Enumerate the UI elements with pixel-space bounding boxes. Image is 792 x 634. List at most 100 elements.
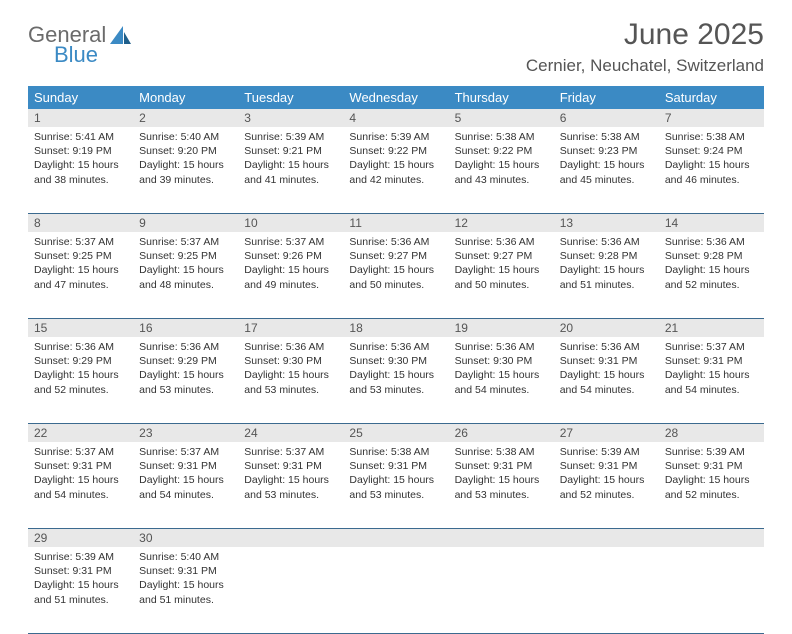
sunset-line: Sunset: 9:25 PM xyxy=(139,249,232,263)
calendar-day: Sunrise: 5:36 AMSunset: 9:27 PMDaylight:… xyxy=(449,232,554,318)
sunrise-line: Sunrise: 5:37 AM xyxy=(139,235,232,249)
sunrise-line: Sunrise: 5:37 AM xyxy=(665,340,758,354)
sunset-line: Sunset: 9:20 PM xyxy=(139,144,232,158)
calendar-day: Sunrise: 5:41 AMSunset: 9:19 PMDaylight:… xyxy=(28,127,133,213)
day-number: 10 xyxy=(238,214,343,232)
sunset-line: Sunset: 9:31 PM xyxy=(244,459,337,473)
daylight-line: Daylight: 15 hours and 45 minutes. xyxy=(560,158,653,186)
sunrise-line: Sunrise: 5:36 AM xyxy=(665,235,758,249)
brand-logo: General Blue xyxy=(28,18,132,66)
daylight-line: Daylight: 15 hours and 54 minutes. xyxy=(139,473,232,501)
sunset-line: Sunset: 9:31 PM xyxy=(665,459,758,473)
sunset-line: Sunset: 9:19 PM xyxy=(34,144,127,158)
day-number: 13 xyxy=(554,214,659,232)
sunrise-line: Sunrise: 5:38 AM xyxy=(455,445,548,459)
day-number: 4 xyxy=(343,109,448,127)
sunset-line: Sunset: 9:31 PM xyxy=(665,354,758,368)
sunset-line: Sunset: 9:22 PM xyxy=(349,144,442,158)
calendar-day: Sunrise: 5:36 AMSunset: 9:31 PMDaylight:… xyxy=(554,337,659,423)
sunrise-line: Sunrise: 5:38 AM xyxy=(665,130,758,144)
sunrise-line: Sunrise: 5:36 AM xyxy=(244,340,337,354)
day-number: 5 xyxy=(449,109,554,127)
calendar-day: Sunrise: 5:37 AMSunset: 9:31 PMDaylight:… xyxy=(133,442,238,528)
calendar-day: Sunrise: 5:39 AMSunset: 9:31 PMDaylight:… xyxy=(554,442,659,528)
calendar-week: Sunrise: 5:37 AMSunset: 9:25 PMDaylight:… xyxy=(28,232,764,319)
day-number: 27 xyxy=(554,424,659,442)
weekday-header: Monday xyxy=(133,86,238,109)
sunrise-line: Sunrise: 5:38 AM xyxy=(560,130,653,144)
day-number: 23 xyxy=(133,424,238,442)
header: General Blue June 2025 Cernier, Neuchate… xyxy=(28,18,764,76)
sunset-line: Sunset: 9:30 PM xyxy=(349,354,442,368)
day-number: 19 xyxy=(449,319,554,337)
day-number: 1 xyxy=(28,109,133,127)
sunrise-line: Sunrise: 5:37 AM xyxy=(244,235,337,249)
sunrise-line: Sunrise: 5:36 AM xyxy=(349,340,442,354)
calendar-day: Sunrise: 5:37 AMSunset: 9:31 PMDaylight:… xyxy=(28,442,133,528)
weekday-header-row: SundayMondayTuesdayWednesdayThursdayFrid… xyxy=(28,86,764,109)
calendar-week: Sunrise: 5:39 AMSunset: 9:31 PMDaylight:… xyxy=(28,547,764,634)
sunset-line: Sunset: 9:31 PM xyxy=(139,564,232,578)
sunset-line: Sunset: 9:31 PM xyxy=(560,354,653,368)
day-number xyxy=(449,529,554,547)
daylight-line: Daylight: 15 hours and 41 minutes. xyxy=(244,158,337,186)
sunrise-line: Sunrise: 5:36 AM xyxy=(34,340,127,354)
day-number xyxy=(659,529,764,547)
sunset-line: Sunset: 9:23 PM xyxy=(560,144,653,158)
daylight-line: Daylight: 15 hours and 47 minutes. xyxy=(34,263,127,291)
sunrise-line: Sunrise: 5:36 AM xyxy=(349,235,442,249)
daylight-line: Daylight: 15 hours and 54 minutes. xyxy=(455,368,548,396)
sunset-line: Sunset: 9:31 PM xyxy=(139,459,232,473)
calendar-day: Sunrise: 5:37 AMSunset: 9:25 PMDaylight:… xyxy=(28,232,133,318)
calendar-day xyxy=(554,547,659,633)
day-number: 26 xyxy=(449,424,554,442)
sunrise-line: Sunrise: 5:37 AM xyxy=(244,445,337,459)
daylight-line: Daylight: 15 hours and 53 minutes. xyxy=(244,368,337,396)
daylight-line: Daylight: 15 hours and 52 minutes. xyxy=(560,473,653,501)
weekday-header: Sunday xyxy=(28,86,133,109)
daylight-line: Daylight: 15 hours and 52 minutes. xyxy=(34,368,127,396)
daylight-line: Daylight: 15 hours and 38 minutes. xyxy=(34,158,127,186)
weekday-header: Thursday xyxy=(449,86,554,109)
sunset-line: Sunset: 9:25 PM xyxy=(34,249,127,263)
calendar-day: Sunrise: 5:36 AMSunset: 9:30 PMDaylight:… xyxy=(343,337,448,423)
sunset-line: Sunset: 9:24 PM xyxy=(665,144,758,158)
daylight-line: Daylight: 15 hours and 53 minutes. xyxy=(139,368,232,396)
calendar-day xyxy=(343,547,448,633)
calendar-day: Sunrise: 5:37 AMSunset: 9:31 PMDaylight:… xyxy=(238,442,343,528)
day-number: 30 xyxy=(133,529,238,547)
brand-text: General Blue xyxy=(28,24,106,66)
day-number-row: 891011121314 xyxy=(28,214,764,232)
calendar-day: Sunrise: 5:39 AMSunset: 9:31 PMDaylight:… xyxy=(28,547,133,633)
sunrise-line: Sunrise: 5:36 AM xyxy=(560,235,653,249)
location: Cernier, Neuchatel, Switzerland xyxy=(526,56,764,76)
daylight-line: Daylight: 15 hours and 43 minutes. xyxy=(455,158,548,186)
sunset-line: Sunset: 9:29 PM xyxy=(34,354,127,368)
daylight-line: Daylight: 15 hours and 51 minutes. xyxy=(560,263,653,291)
sunset-line: Sunset: 9:31 PM xyxy=(455,459,548,473)
day-number: 18 xyxy=(343,319,448,337)
sunrise-line: Sunrise: 5:39 AM xyxy=(349,130,442,144)
sunset-line: Sunset: 9:27 PM xyxy=(349,249,442,263)
calendar-week: Sunrise: 5:37 AMSunset: 9:31 PMDaylight:… xyxy=(28,442,764,529)
daylight-line: Daylight: 15 hours and 52 minutes. xyxy=(665,473,758,501)
daylight-line: Daylight: 15 hours and 46 minutes. xyxy=(665,158,758,186)
calendar-day: Sunrise: 5:36 AMSunset: 9:29 PMDaylight:… xyxy=(133,337,238,423)
sunset-line: Sunset: 9:31 PM xyxy=(349,459,442,473)
calendar-day: Sunrise: 5:36 AMSunset: 9:28 PMDaylight:… xyxy=(554,232,659,318)
daylight-line: Daylight: 15 hours and 51 minutes. xyxy=(139,578,232,606)
day-number: 9 xyxy=(133,214,238,232)
daylight-line: Daylight: 15 hours and 54 minutes. xyxy=(665,368,758,396)
day-number: 11 xyxy=(343,214,448,232)
sunrise-line: Sunrise: 5:36 AM xyxy=(560,340,653,354)
calendar: SundayMondayTuesdayWednesdayThursdayFrid… xyxy=(28,86,764,634)
calendar-day: Sunrise: 5:38 AMSunset: 9:31 PMDaylight:… xyxy=(449,442,554,528)
day-number: 20 xyxy=(554,319,659,337)
day-number-row: 15161718192021 xyxy=(28,319,764,337)
daylight-line: Daylight: 15 hours and 54 minutes. xyxy=(34,473,127,501)
sunset-line: Sunset: 9:27 PM xyxy=(455,249,548,263)
sunset-line: Sunset: 9:21 PM xyxy=(244,144,337,158)
calendar-day xyxy=(449,547,554,633)
sunset-line: Sunset: 9:30 PM xyxy=(244,354,337,368)
sunrise-line: Sunrise: 5:37 AM xyxy=(139,445,232,459)
